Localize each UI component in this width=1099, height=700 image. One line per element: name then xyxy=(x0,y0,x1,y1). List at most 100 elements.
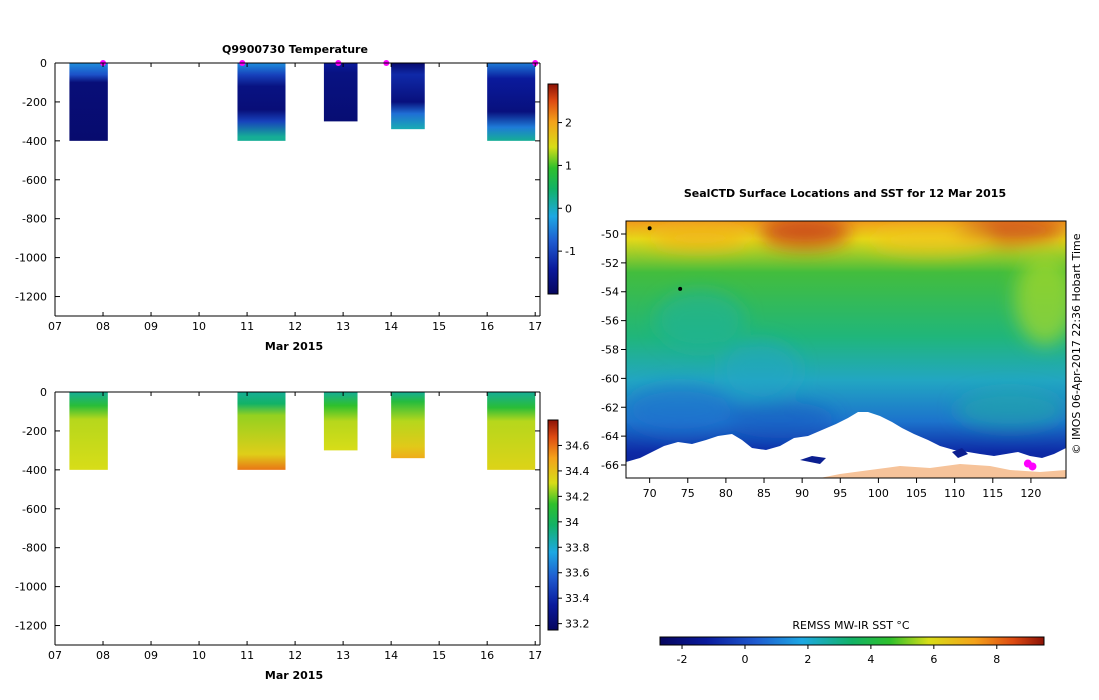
colorbar-tick-label: 33.6 xyxy=(565,567,590,580)
lat-tick-label: -62 xyxy=(601,401,619,414)
x-tick-label: 11 xyxy=(240,649,254,662)
sst-colorbar-tick-label: 2 xyxy=(804,653,811,666)
colorbar-tick-label: -1 xyxy=(565,245,576,258)
y-tick-label: -600 xyxy=(22,503,47,516)
lon-tick-label: 70 xyxy=(643,487,657,500)
x-tick-label: 17 xyxy=(528,649,542,662)
sst-map-image xyxy=(626,221,1066,478)
salinity-panel: 07 08 09 10 11 12 13 14 15 16 17 0 -200 -400 -600 -800 -… xyxy=(15,386,589,682)
y-tick-label: -400 xyxy=(22,464,47,477)
y-tick-label: -1000 xyxy=(15,581,47,594)
s1-profile-2 xyxy=(237,392,286,470)
salinity-colorbar xyxy=(547,419,559,631)
lon-tick-label: 115 xyxy=(982,487,1003,500)
lon-tick-label: 120 xyxy=(1020,487,1041,500)
lat-tick-label: -54 xyxy=(601,286,619,299)
y-tick-label: -400 xyxy=(22,135,47,148)
lat-tick-label: -64 xyxy=(601,430,619,443)
seal-location-marker xyxy=(678,286,683,291)
colorbar-tick-label: 33.8 xyxy=(565,541,590,554)
sst-map-panel: SealCTD Surface Locations and SST for 12… xyxy=(601,187,1083,666)
antarctic-landmass xyxy=(626,412,1066,478)
x-tick-label: 10 xyxy=(192,649,206,662)
t1-profile-2 xyxy=(237,63,286,141)
colorbar-tick-label: 34.4 xyxy=(565,465,590,478)
x-tick-label: 15 xyxy=(432,320,446,333)
temperature-axes: 07 08 09 10 11 12 13 14 15 16 17 0 -200 -400 -600 -800 -… xyxy=(15,57,542,333)
y-tick-label: -1200 xyxy=(15,620,47,633)
x-tick-label: 12 xyxy=(288,320,302,333)
s1-profile-3 xyxy=(323,392,358,451)
temperature-colorbar-ticks: -1 0 1 2 xyxy=(558,117,576,258)
x-tick-label: 17 xyxy=(528,320,542,333)
x-tick-label: 15 xyxy=(432,649,446,662)
salinity-profiles xyxy=(69,392,536,470)
lon-tick-label: 80 xyxy=(719,487,733,500)
sst-field-texture xyxy=(626,221,1066,438)
y-tick-label: -800 xyxy=(22,542,47,555)
t1-profile-1 xyxy=(69,63,108,141)
lat-tick-label: -66 xyxy=(601,459,619,472)
x-tick-label: 07 xyxy=(48,320,62,333)
colorbar-tick-label: 0 xyxy=(565,202,572,215)
lat-tick-label: -58 xyxy=(601,344,619,357)
colorbar-tick-label: 33.4 xyxy=(565,592,590,605)
sst-colorbar-tick-label: 8 xyxy=(993,653,1000,666)
x-tick-label: 11 xyxy=(240,320,254,333)
lon-tick-label: 90 xyxy=(795,487,809,500)
imos-credit: © IMOS 06-Apr-2017 22:36 Hobart Time xyxy=(1070,233,1083,454)
lat-tick-label: -52 xyxy=(601,257,619,270)
x-tick-label: 16 xyxy=(480,320,494,333)
colorbar-tick-label: 34.6 xyxy=(565,439,590,452)
x-tick-label: 16 xyxy=(480,649,494,662)
x-tick-label: 13 xyxy=(336,320,350,333)
t1-profile-3 xyxy=(323,63,358,122)
x-tick-label: 14 xyxy=(384,649,398,662)
x-tick-label: 12 xyxy=(288,649,302,662)
sst-colorbar xyxy=(659,636,1045,646)
lat-tick-label: -56 xyxy=(601,315,619,328)
y-tick-label: -1000 xyxy=(15,252,47,265)
sst-map-title: SealCTD Surface Locations and SST for 12… xyxy=(684,187,1006,200)
x-tick-label: 07 xyxy=(48,649,62,662)
salinity-x-axis-label: Mar 2015 xyxy=(265,669,323,682)
x-tick-label: 09 xyxy=(144,320,158,333)
x-tick-label: 10 xyxy=(192,320,206,333)
sst-colorbar-tick-label: 6 xyxy=(930,653,937,666)
salinity-axes: 07 08 09 10 11 12 13 14 15 16 17 0 -200 -400 -600 -800 -… xyxy=(15,386,542,662)
seal-location-marker xyxy=(1028,462,1037,471)
x-tick-label: 14 xyxy=(384,320,398,333)
s1-profile-4 xyxy=(391,392,425,459)
y-tick-label: 0 xyxy=(40,57,47,70)
sst-colorbar-label: REMSS MW-IR SST °C xyxy=(792,619,910,632)
lat-tick-label: -50 xyxy=(601,228,619,241)
lon-tick-label: 75 xyxy=(681,487,695,500)
temperature-panel: Q9900730 Temperature 07 08 09 10 11 12 13 14 15 1… xyxy=(15,43,576,353)
temperature-profiles xyxy=(69,63,536,141)
seal-location-marker xyxy=(647,226,652,231)
s1-profile-1 xyxy=(69,392,108,470)
lon-tick-label: 100 xyxy=(868,487,889,500)
colorbar-tick-label: 1 xyxy=(565,159,572,172)
t1-profile-4 xyxy=(391,63,425,130)
y-tick-label: -800 xyxy=(22,213,47,226)
colorbar-tick-label: 33.2 xyxy=(565,618,590,631)
s1-profile-5 xyxy=(487,392,536,470)
colorbar-tick-label: 2 xyxy=(565,117,572,130)
y-tick-label: -1200 xyxy=(15,291,47,304)
x-tick-label: 13 xyxy=(336,649,350,662)
sst-colorbar-tick-label: -2 xyxy=(677,653,688,666)
salinity-colorbar-ticks: 33.2 33.4 33.6 33.8 34 34.2 34.4 34.6 xyxy=(558,439,590,631)
x-tick-label: 08 xyxy=(96,649,110,662)
x-tick-label: 09 xyxy=(144,649,158,662)
sst-colorbar-tick-label: 4 xyxy=(867,653,874,666)
colorbar-tick-label: 34 xyxy=(565,516,579,529)
lon-tick-label: 105 xyxy=(906,487,927,500)
sst-colorbar-ticks: -2 0 2 4 6 8 xyxy=(677,645,1000,666)
lon-tick-label: 110 xyxy=(944,487,965,500)
temperature-chart-title: Q9900730 Temperature xyxy=(222,43,368,56)
sst-colorbar-tick-label: 0 xyxy=(741,653,748,666)
y-tick-label: -600 xyxy=(22,174,47,187)
seal-locations xyxy=(647,226,1037,471)
